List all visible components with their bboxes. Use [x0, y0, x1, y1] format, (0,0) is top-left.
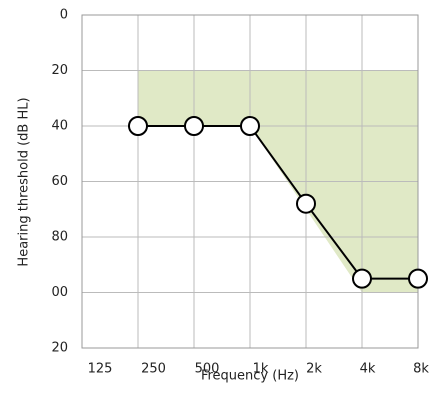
- data-point: [128, 116, 148, 136]
- x-axis-title: Frequency (Hz): [201, 369, 299, 384]
- y-tick-label: 20: [51, 63, 68, 78]
- y-tick-label: 40: [51, 119, 68, 134]
- x-tick-label: 250: [141, 362, 166, 377]
- x-tick-label: 8k: [413, 362, 429, 377]
- data-point: [296, 193, 316, 214]
- data-point: [352, 268, 372, 289]
- y-tick-label: 60: [51, 174, 68, 189]
- x-tick-label: 1k: [253, 362, 269, 377]
- x-tick-label: 4k: [360, 362, 376, 377]
- y-tick-label: 00: [51, 285, 68, 300]
- data-point: [184, 116, 204, 136]
- plot-border: [81, 14, 419, 349]
- y-tick-label: 0: [60, 8, 68, 23]
- y-tick-label: 20: [51, 341, 68, 356]
- data-point: [408, 268, 428, 289]
- y-tick-label: 80: [51, 230, 68, 245]
- y-axis-title: Hearing threshold (dB HL): [17, 97, 32, 266]
- x-tick-label: 125: [88, 362, 113, 377]
- x-tick-label: 500: [195, 362, 220, 377]
- data-point: [240, 116, 260, 136]
- x-tick-label: 2k: [306, 362, 322, 377]
